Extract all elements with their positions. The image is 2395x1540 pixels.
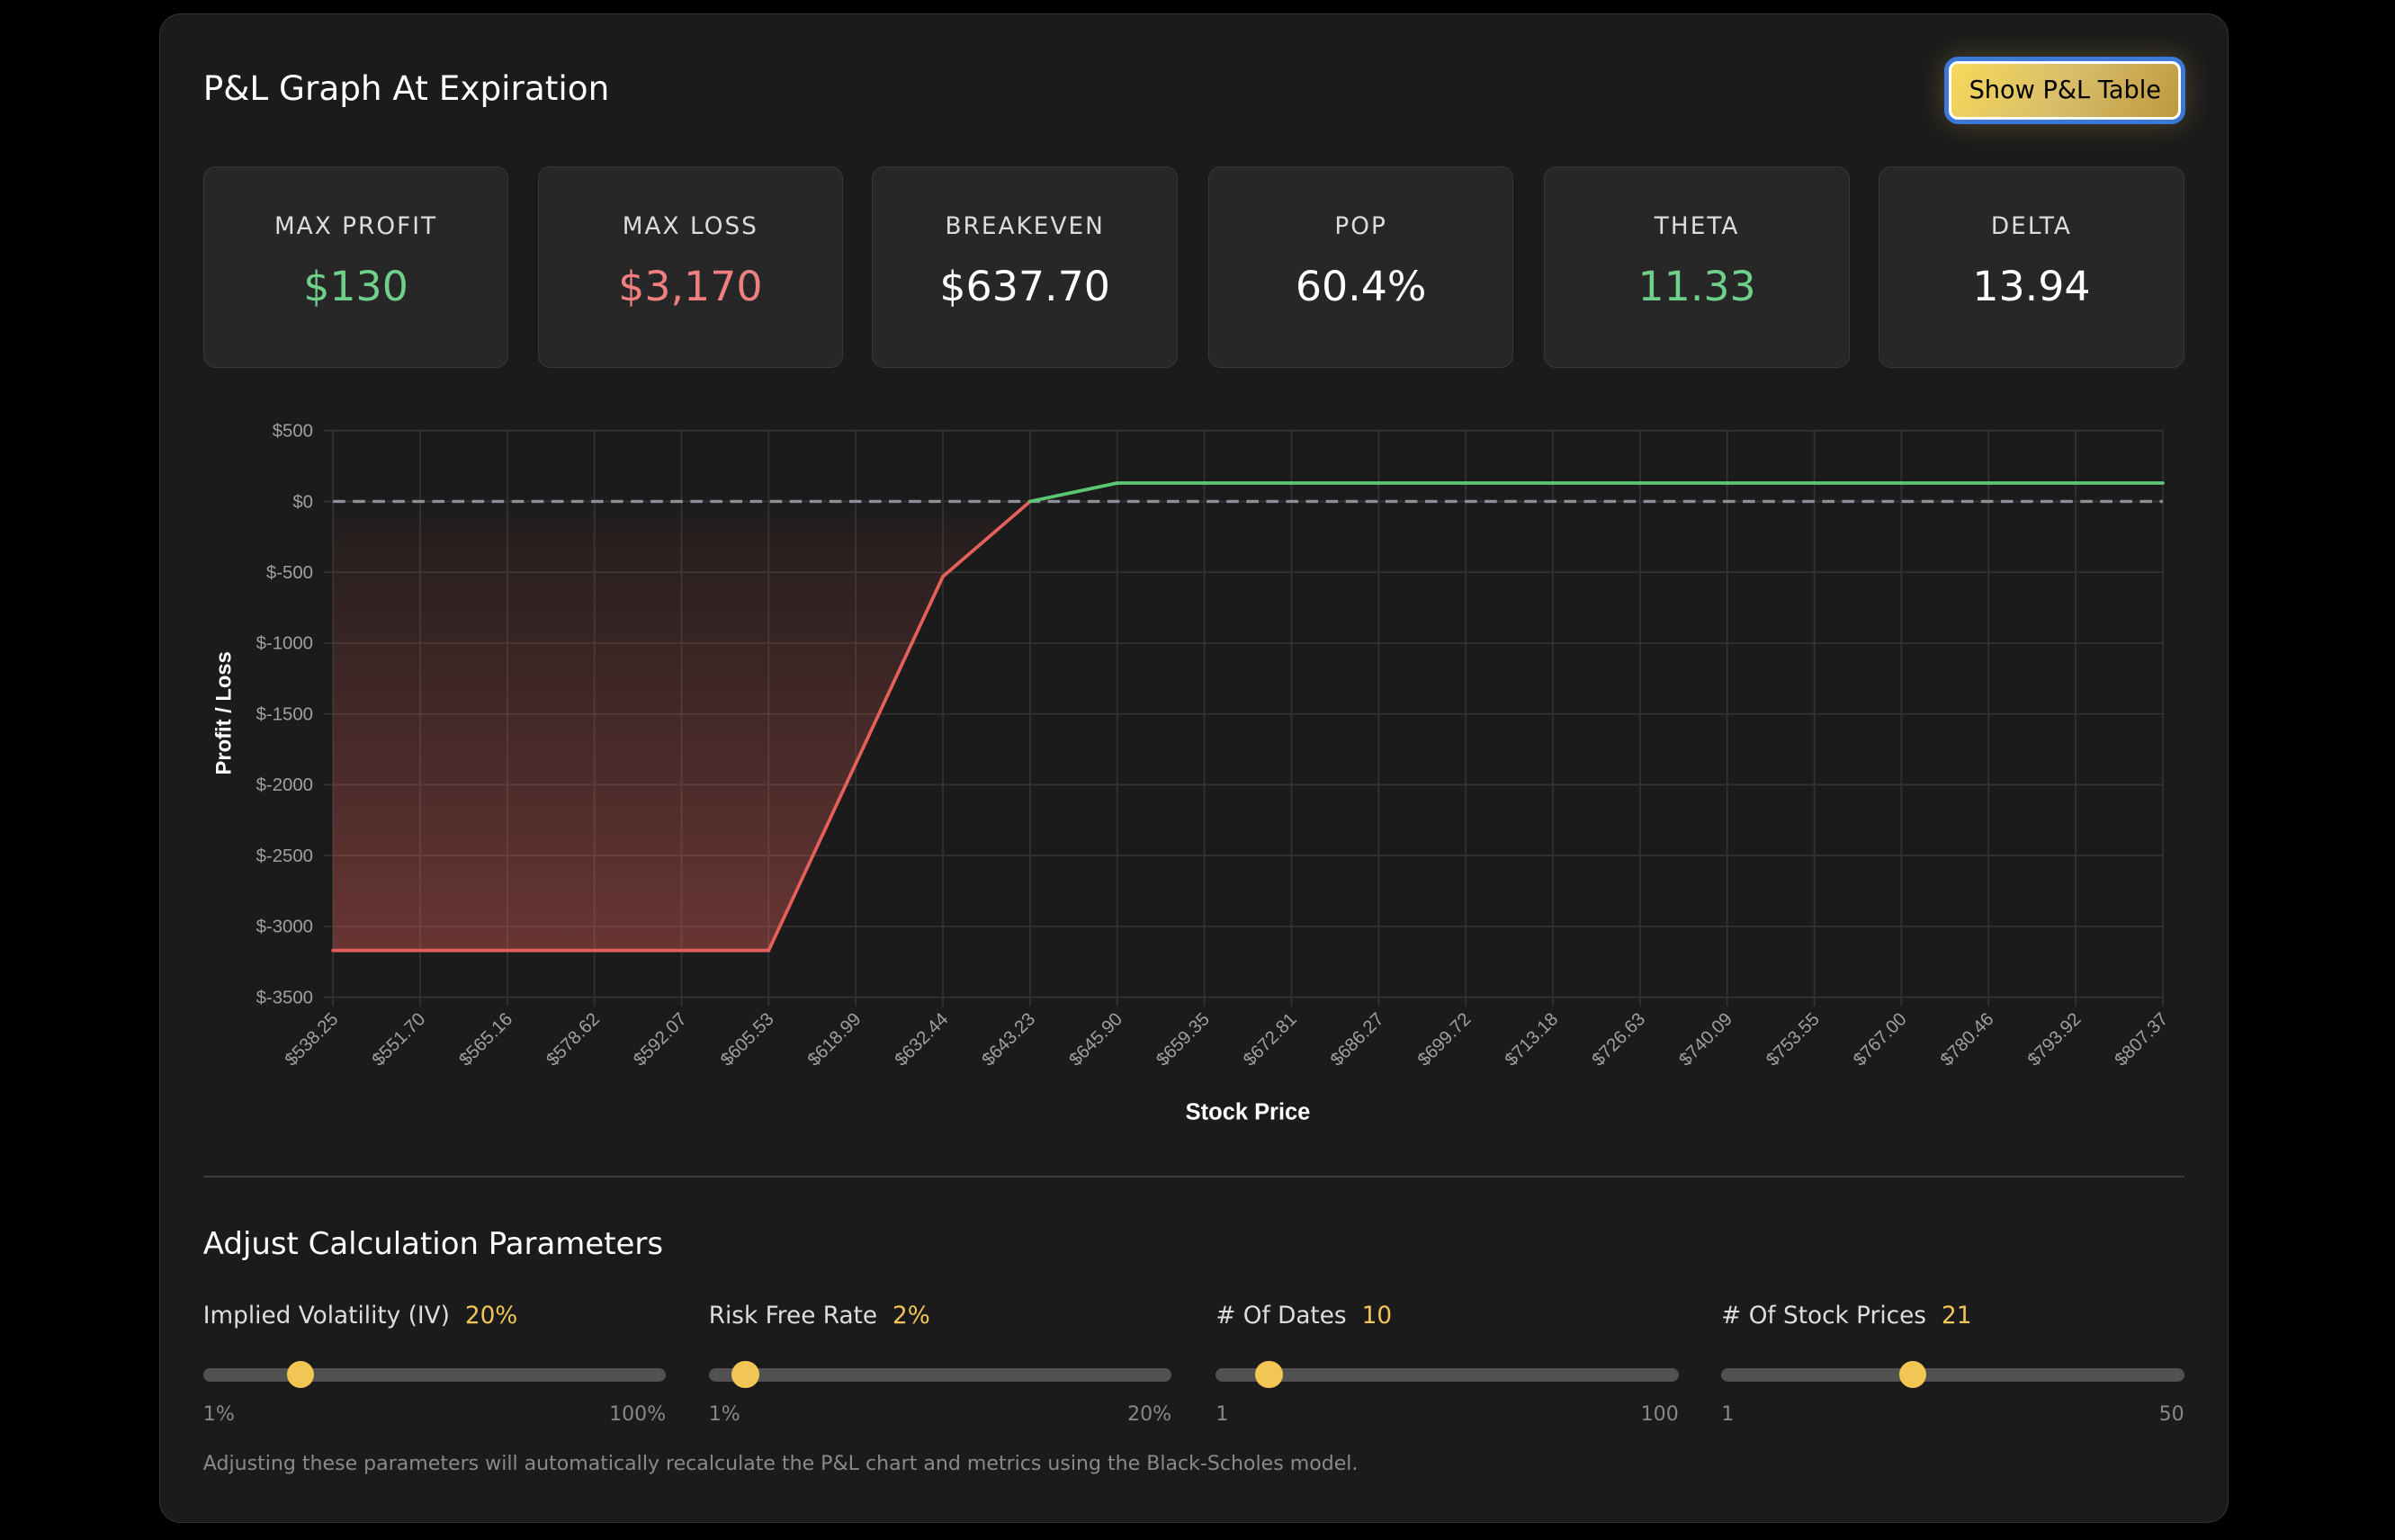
x-tick-label: $578.62 <box>543 1009 604 1070</box>
metric-label: MAX LOSS <box>622 212 758 240</box>
metric-value: 13.94 <box>1972 262 2091 311</box>
param-value: 20% <box>464 1303 518 1330</box>
x-axis-title: Stock Price <box>1186 1099 1311 1124</box>
x-tick-label: $672.81 <box>1240 1009 1301 1070</box>
param-label: # Of Stock Prices <box>1721 1303 1926 1330</box>
x-tick-label: $618.99 <box>804 1009 866 1070</box>
slider-min-label: 1 <box>1215 1403 1229 1427</box>
metric-card-max-loss: MAX LOSS $3,170 <box>537 166 844 369</box>
slider-thumb[interactable] <box>1255 1360 1283 1389</box>
x-tick-label: $643.23 <box>979 1009 1040 1070</box>
x-tick-label: $592.07 <box>630 1009 691 1070</box>
x-tick-label: $780.46 <box>1937 1009 1998 1070</box>
section-divider <box>202 1176 2184 1177</box>
loss-area-fill <box>333 501 1030 951</box>
metric-label: DELTA <box>1990 212 2072 240</box>
x-tick-label: $551.70 <box>369 1009 430 1070</box>
x-tick-label: $793.92 <box>2024 1009 2086 1070</box>
x-tick-label: $659.35 <box>1153 1009 1214 1070</box>
param-value: 2% <box>893 1303 930 1330</box>
num-stock-prices-slider[interactable] <box>1721 1360 2184 1389</box>
param-label: # Of Dates <box>1215 1303 1347 1330</box>
param-label: Implied Volatility (IV) <box>202 1303 450 1330</box>
risk-free-rate-slider[interactable] <box>708 1360 1172 1389</box>
metric-card-theta: THETA 11.33 <box>1544 166 1850 369</box>
slider-max-label: 50 <box>2158 1403 2184 1427</box>
param-num-dates: # Of Dates 10 1 100 <box>1215 1301 1679 1438</box>
x-tick-label: $645.90 <box>1065 1009 1126 1070</box>
page-title: P&L Graph At Expiration <box>202 68 610 109</box>
loss-line-segment <box>767 761 858 953</box>
slider-max-label: 100 <box>1640 1403 1679 1427</box>
y-tick-label: $0 <box>292 492 313 512</box>
slider-min-label: 1% <box>708 1403 740 1427</box>
x-tick-label: $726.63 <box>1589 1009 1650 1070</box>
y-tick-label: $-2000 <box>256 775 313 795</box>
x-tick-label: $807.37 <box>2112 1009 2173 1070</box>
metric-card-breakeven: BREAKEVEN $637.70 <box>872 166 1178 369</box>
param-value: 10 <box>1361 1303 1393 1330</box>
num-dates-slider[interactable] <box>1215 1360 1679 1389</box>
show-pl-table-button[interactable]: Show P&L Table <box>1944 56 2186 124</box>
slider-max-label: 20% <box>1127 1403 1172 1427</box>
metric-card-max-profit: MAX PROFIT $130 <box>202 166 509 369</box>
iv-slider[interactable] <box>202 1360 667 1389</box>
pl-chart: $500 $0 $-500 $-1000 $-1500 $-2000 $-2500 $-300… <box>211 422 2173 1125</box>
y-tick-label: $-3000 <box>256 918 313 937</box>
slider-thumb[interactable] <box>731 1360 759 1389</box>
metric-card-delta: DELTA 13.94 <box>1879 166 2184 369</box>
param-risk-free-rate: Risk Free Rate 2% 1% 20% <box>708 1301 1172 1438</box>
y-tick-label: $-1500 <box>256 704 313 724</box>
y-tick-label: $-2500 <box>256 846 313 866</box>
slider-min-label: 1% <box>202 1403 235 1427</box>
param-implied-volatility: Implied Volatility (IV) 20% 1% 100% <box>202 1301 667 1438</box>
metric-label: THETA <box>1654 212 1740 240</box>
profit-line-segment <box>1028 481 1119 504</box>
metric-value: 60.4% <box>1295 262 1427 311</box>
loss-line-segment <box>854 575 945 766</box>
x-tick-label: $605.53 <box>717 1009 778 1070</box>
y-tick-label: $-1000 <box>256 634 313 654</box>
metric-value: $3,170 <box>618 262 763 311</box>
y-tick-label: $-3500 <box>256 988 313 1007</box>
params-footnote: Adjusting these parameters will automati… <box>202 1452 1359 1475</box>
param-num-stock-prices: # Of Stock Prices 21 1 50 <box>1721 1301 2184 1438</box>
y-axis-title: Profit / Loss <box>211 651 236 774</box>
param-value: 21 <box>1941 1303 1972 1330</box>
x-tick-label: $753.55 <box>1763 1009 1824 1070</box>
x-tick-label: $740.09 <box>1675 1009 1736 1070</box>
y-tick-label: $-500 <box>266 563 313 583</box>
x-tick-label: $686.27 <box>1327 1009 1388 1070</box>
x-tick-label: $699.72 <box>1414 1009 1476 1070</box>
x-tick-label: $565.16 <box>456 1009 517 1070</box>
metric-label: BREAKEVEN <box>945 212 1105 240</box>
metric-label: MAX PROFIT <box>274 212 438 240</box>
params-title: Adjust Calculation Parameters <box>202 1226 664 1263</box>
slider-min-label: 1 <box>1721 1403 1735 1427</box>
param-label: Risk Free Rate <box>708 1303 878 1330</box>
x-tick-label: $632.44 <box>892 1009 953 1070</box>
loss-line-segment <box>941 499 1032 578</box>
metric-value: 11.33 <box>1637 262 1756 311</box>
x-tick-label: $713.18 <box>1502 1009 1563 1070</box>
slider-max-label: 100% <box>609 1403 667 1427</box>
slider-thumb[interactable] <box>1898 1360 1927 1389</box>
slider-thumb[interactable] <box>286 1360 315 1389</box>
metric-value: $130 <box>303 262 408 311</box>
y-tick-label: $500 <box>273 422 313 442</box>
metric-card-pop: POP 60.4% <box>1207 166 1514 369</box>
metric-label: POP <box>1334 212 1387 240</box>
x-tick-label: $538.25 <box>282 1009 343 1070</box>
metric-value: $637.70 <box>939 262 1110 311</box>
x-tick-label: $767.00 <box>1850 1009 1911 1070</box>
